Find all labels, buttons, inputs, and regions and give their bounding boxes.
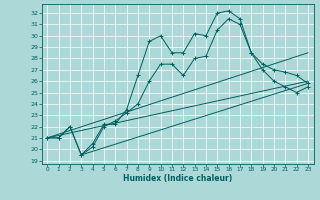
X-axis label: Humidex (Indice chaleur): Humidex (Indice chaleur)	[123, 174, 232, 183]
